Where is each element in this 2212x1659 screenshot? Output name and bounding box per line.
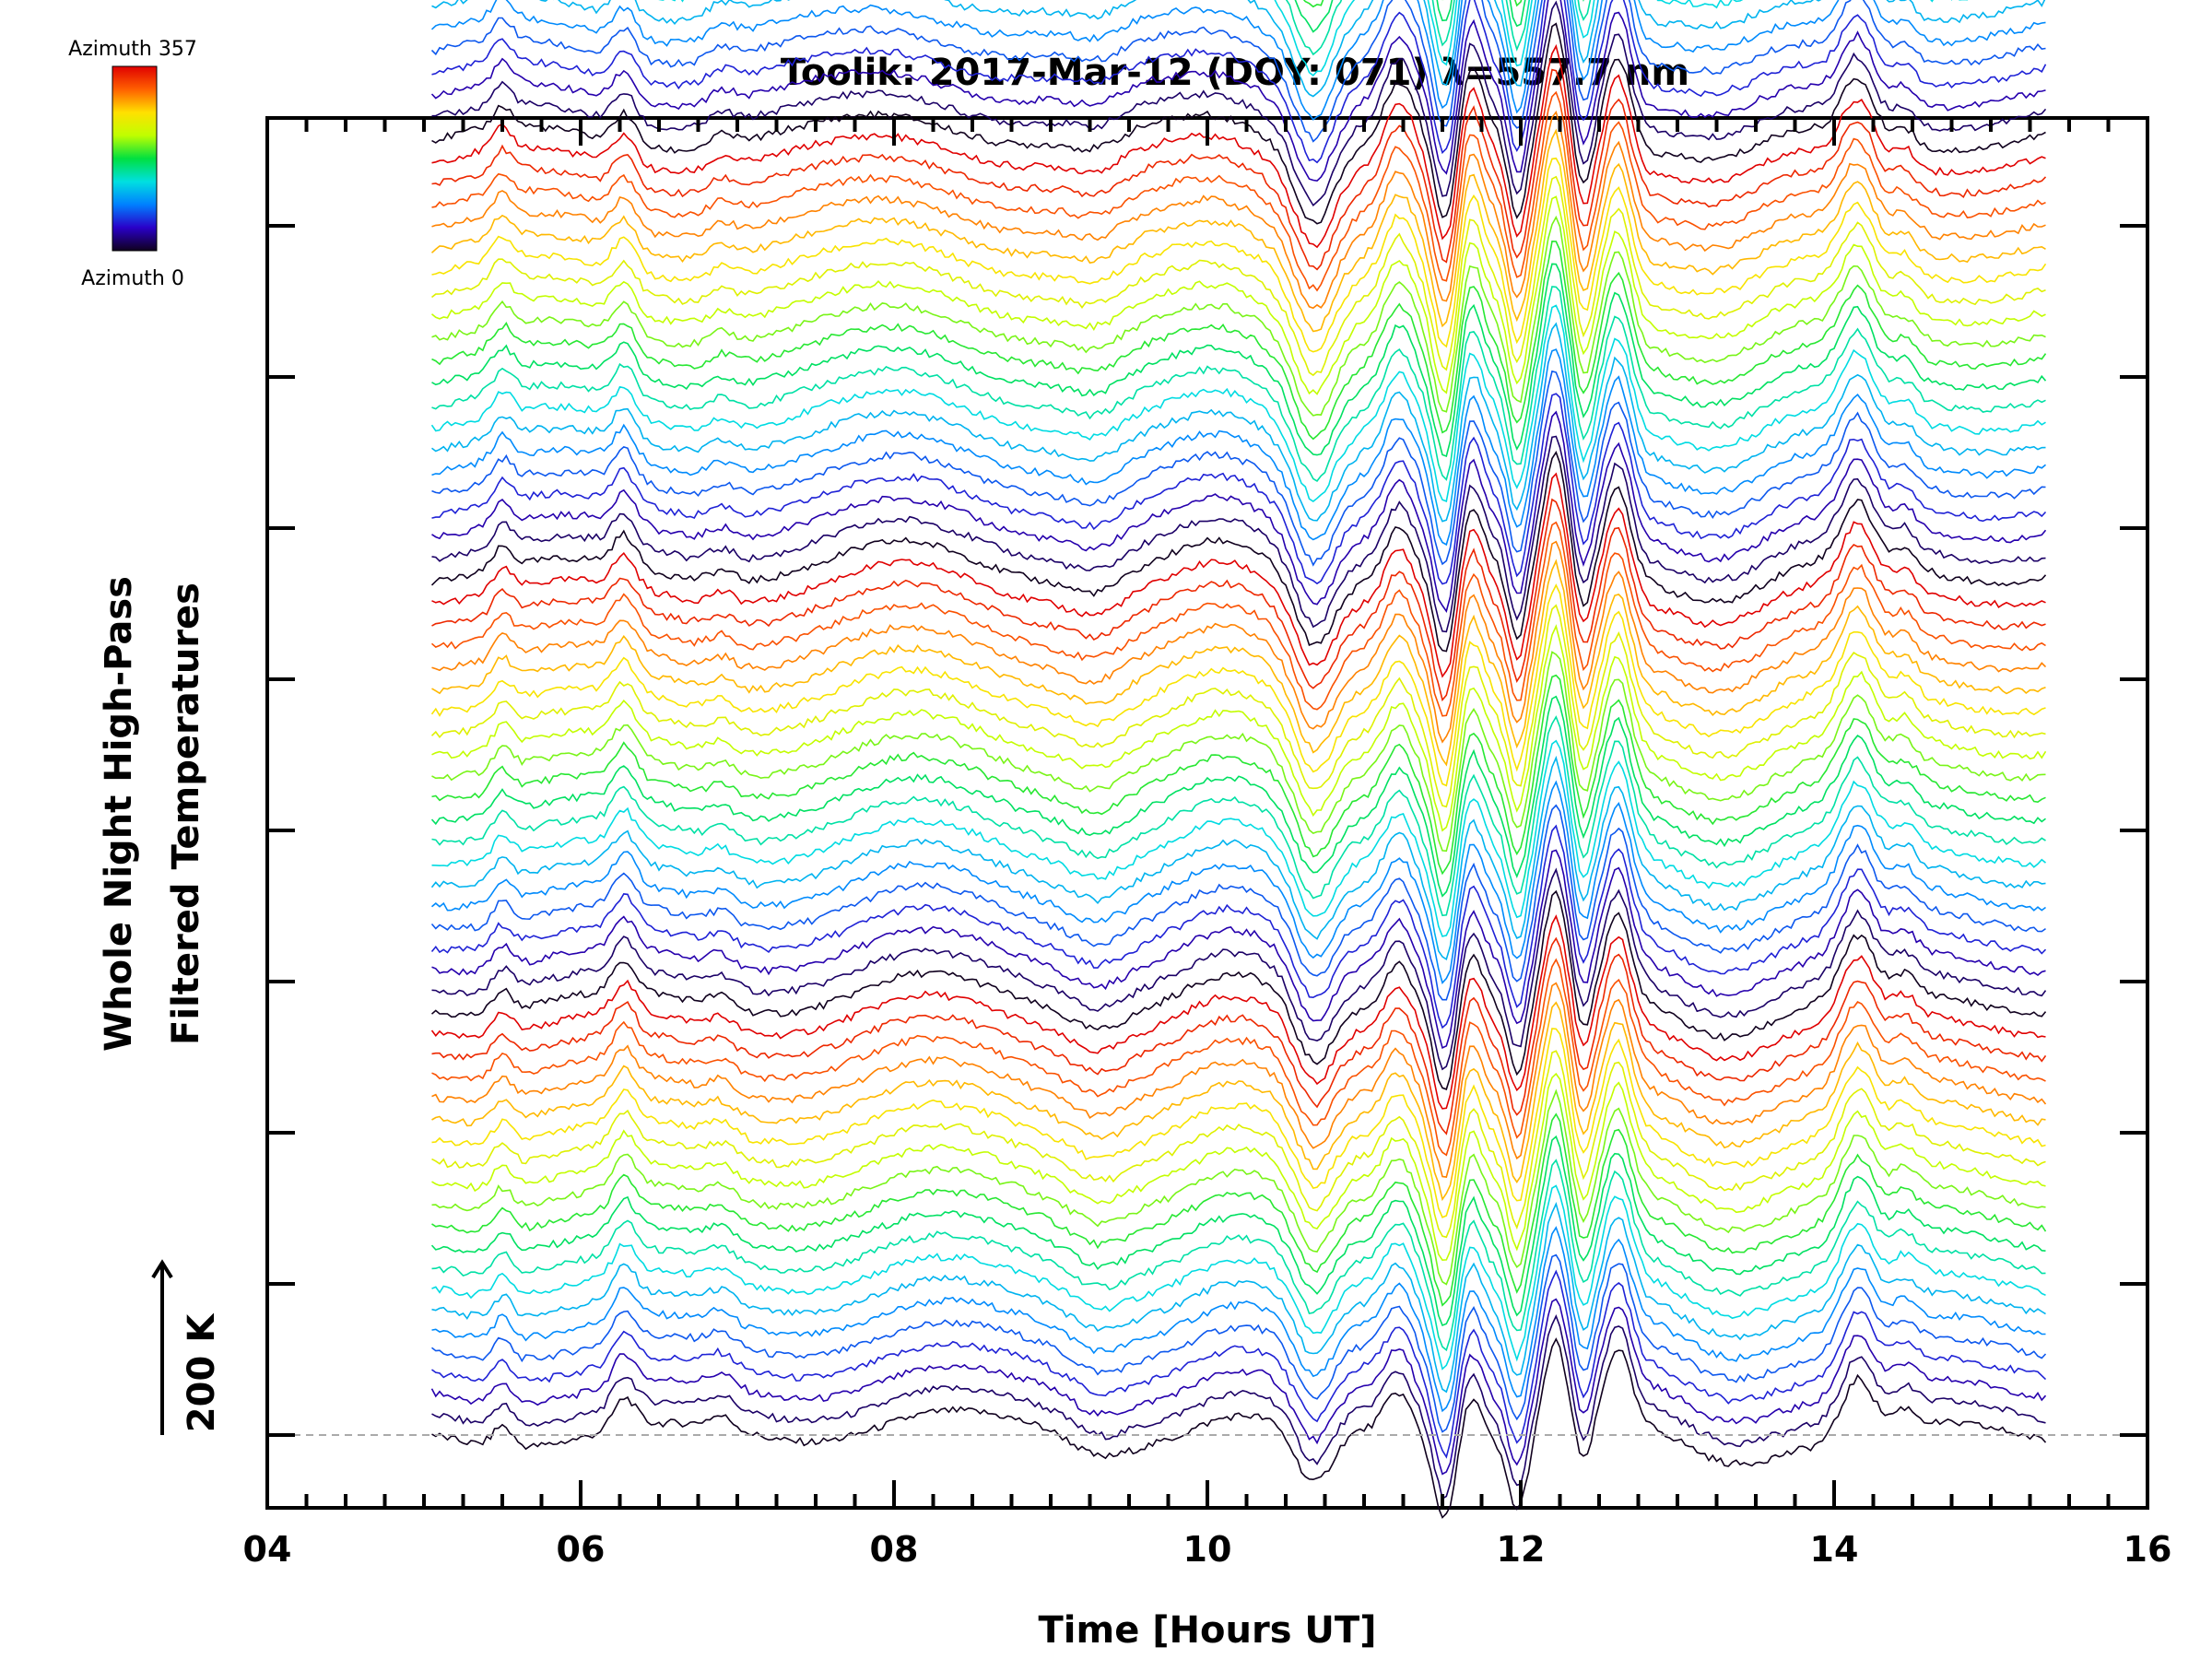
series-line-32 <box>431 624 2047 832</box>
series-line-46 <box>431 322 2046 523</box>
x-tick-labels: 04 06 08 10 12 14 16 <box>243 1529 2172 1570</box>
series-line-26 <box>430 755 2046 961</box>
series-line-48 <box>431 286 2046 482</box>
series-line-51 <box>431 215 2046 417</box>
series-line-40 <box>430 451 2047 653</box>
x-tick-label: 10 <box>1183 1529 1232 1570</box>
series-line-22 <box>431 849 2046 1050</box>
scale-bar-label: 200 K <box>181 1312 223 1432</box>
series-line-50 <box>431 240 2047 441</box>
series-line-49 <box>431 263 2047 458</box>
series-group <box>430 0 2047 1519</box>
series-line-42 <box>431 410 2047 613</box>
series-line-13 <box>431 1050 2046 1239</box>
series-line-6 <box>431 1201 2046 1394</box>
series-line-44 <box>431 370 2046 567</box>
x-tick-label: 04 <box>243 1529 292 1570</box>
series-line-17 <box>431 958 2046 1157</box>
series-line-15 <box>431 1001 2046 1202</box>
series-line-56 <box>431 110 2046 310</box>
series-line-18 <box>431 936 2047 1135</box>
series-line-43 <box>431 393 2047 585</box>
x-axis-label: Time [Hours UT] <box>1039 1609 1377 1652</box>
series-line-29 <box>430 695 2046 898</box>
y-axis-label-line1: Whole Night High-Pass <box>98 576 140 1052</box>
series-line-37 <box>430 521 2046 717</box>
series-line-7 <box>431 1184 2046 1371</box>
series-line-8 <box>431 1159 2046 1352</box>
scale-bar: 200 K <box>151 1259 223 1435</box>
series-line-65 <box>430 0 2046 121</box>
series-line-45 <box>431 348 2047 547</box>
series-line-33 <box>430 604 2046 808</box>
series-line-21 <box>431 867 2047 1071</box>
series-line-14 <box>431 1028 2046 1218</box>
series-line-4 <box>431 1253 2047 1433</box>
series-line-60 <box>431 22 2046 225</box>
plot-frame <box>265 116 2149 1510</box>
series-line-2 <box>430 1298 2047 1476</box>
scale-bar-arrowhead <box>151 1259 173 1279</box>
series-line-25 <box>430 780 2046 985</box>
series-line-61 <box>431 0 2047 207</box>
series-line-64 <box>430 0 2046 143</box>
series-line-58 <box>431 68 2047 271</box>
x-tick-label: 06 <box>557 1529 606 1570</box>
series-line-59 <box>431 43 2046 249</box>
series-line-39 <box>431 472 2046 678</box>
series-line-3 <box>431 1269 2047 1459</box>
series-line-11 <box>431 1088 2046 1286</box>
series-line-28 <box>431 715 2046 917</box>
series-line-9 <box>430 1135 2046 1327</box>
series-line-62 <box>430 0 2046 182</box>
series-line-36 <box>431 540 2047 744</box>
series-line-23 <box>430 824 2047 1030</box>
series-line-47 <box>430 304 2046 502</box>
series-line-19 <box>430 914 2046 1110</box>
series-line-38 <box>431 498 2046 702</box>
x-tick-label: 14 <box>1810 1529 1859 1570</box>
series-line-54 <box>431 157 2047 353</box>
colorbar-top-label: Azimuth 357 <box>68 38 197 61</box>
series-line-0 <box>431 1337 2047 1519</box>
series-line-20 <box>430 889 2047 1090</box>
colorbar-bottom-label: Azimuth 0 <box>81 267 184 290</box>
series-line-27 <box>431 739 2047 937</box>
series-line-52 <box>430 195 2046 395</box>
series-line-55 <box>430 128 2046 333</box>
colorbar: Azimuth 357 Azimuth 0 <box>68 38 197 290</box>
series-line-5 <box>431 1226 2046 1413</box>
series-line-41 <box>431 435 2046 633</box>
series-line-16 <box>431 982 2047 1178</box>
series-line-24 <box>430 804 2046 1001</box>
series-line-57 <box>431 90 2046 292</box>
x-tick-label: 12 <box>1497 1529 1546 1570</box>
series-line-31 <box>431 651 2046 853</box>
x-tick-label: 16 <box>2124 1529 2172 1570</box>
series-line-53 <box>431 175 2046 377</box>
series-line-1 <box>431 1313 2046 1500</box>
series-line-10 <box>431 1112 2047 1307</box>
series-line-35 <box>431 559 2046 767</box>
series-line-69 <box>1294 0 1584 33</box>
series-line-63 <box>431 0 2047 164</box>
colorbar-gradient <box>112 65 158 252</box>
y-axis-label-line2: Filtered Temperatures <box>165 582 207 1045</box>
x-tick-label: 08 <box>870 1529 919 1570</box>
series-line-30 <box>431 674 2046 876</box>
series-line-68 <box>1285 0 1592 56</box>
series-line-66 <box>431 0 2046 98</box>
ticks <box>265 118 2149 1508</box>
series-line-12 <box>431 1072 2046 1262</box>
series-line-34 <box>430 583 2046 787</box>
